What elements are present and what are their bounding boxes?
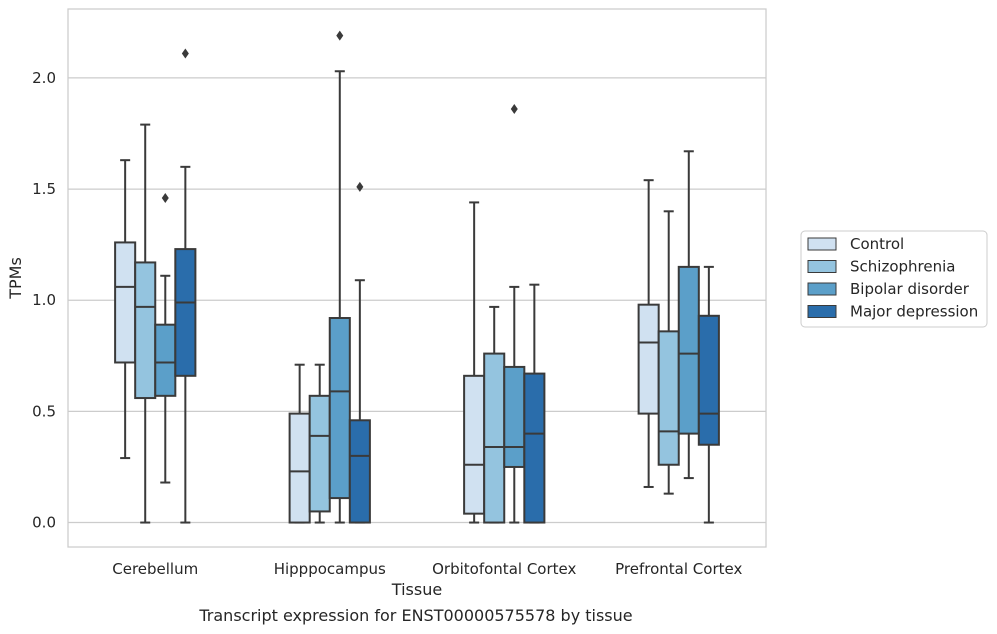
outlier-point	[356, 181, 364, 192]
box-iqr	[503, 365, 526, 468]
box-iqr	[697, 314, 720, 446]
box-iqr	[677, 265, 700, 435]
box-groups	[114, 30, 720, 524]
outlier-point	[181, 48, 189, 59]
y-tick-label: 0.0	[32, 514, 56, 532]
x-axis-ticks: Cerebellum Hipppocampus Orbitofontal Corte…	[112, 560, 742, 578]
box-iqr	[114, 241, 137, 364]
box-iqr	[637, 303, 660, 415]
legend-label: Major depression	[850, 303, 978, 321]
legend-label: Bipolar disorder	[850, 280, 970, 298]
box-bipolar-disorder	[328, 30, 351, 524]
box-iqr	[657, 330, 680, 466]
legend-label: Control	[850, 235, 904, 253]
box-control	[114, 159, 137, 460]
outlier-point	[336, 30, 344, 41]
box-iqr	[288, 412, 311, 524]
x-tick-label: Orbitofontal Cortex	[432, 560, 576, 578]
box-schizophrenia	[483, 305, 506, 524]
figure-caption: Transcript expression for ENST0000057557…	[199, 606, 633, 625]
outlier-point	[161, 192, 169, 203]
box-control	[637, 179, 660, 488]
y-tick-label: 0.5	[32, 402, 56, 420]
box-bipolar-disorder	[677, 150, 700, 480]
y-axis-ticks: 0.0 0.5 1.0 1.5 2.0	[32, 69, 56, 532]
box-iqr	[134, 261, 157, 400]
x-tick-label: Prefrontal Cortex	[615, 560, 742, 578]
box-iqr	[308, 394, 331, 513]
box-schizophrenia	[308, 363, 331, 524]
legend-swatch	[807, 282, 837, 296]
legend-swatch	[807, 237, 837, 251]
box-iqr	[348, 419, 371, 524]
outlier-point	[510, 104, 518, 115]
plot-frame	[67, 8, 767, 548]
legend-frame	[800, 230, 988, 328]
box-major-depression	[523, 283, 546, 524]
box-bipolar-disorder	[503, 104, 526, 524]
y-tick-label: 2.0	[32, 69, 56, 87]
box-iqr	[523, 372, 546, 524]
box-iqr	[463, 374, 486, 515]
box-major-depression	[697, 265, 720, 524]
x-tick-label: Hipppocampus	[274, 560, 386, 578]
legend-label: Schizophrenia	[850, 258, 955, 276]
y-tick-label: 1.5	[32, 180, 56, 198]
legend: Control Schizophrenia Bipolar disorder Majo…	[800, 230, 988, 328]
box-iqr	[483, 352, 506, 524]
x-tick-label: Cerebellum	[112, 560, 198, 578]
legend-swatch	[807, 260, 837, 273]
box-iqr	[328, 317, 351, 500]
box-iqr	[154, 323, 177, 397]
box-iqr	[174, 248, 197, 377]
box-schizophrenia	[657, 210, 680, 495]
y-axis-label: TPMs	[6, 257, 25, 300]
box-schizophrenia	[134, 123, 157, 524]
box-control	[463, 201, 486, 524]
box-control	[288, 363, 311, 524]
box-major-depression	[174, 48, 197, 524]
box-major-depression	[348, 181, 371, 524]
box-bipolar-disorder	[154, 192, 177, 484]
y-tick-label: 1.0	[32, 291, 56, 309]
legend-swatch	[807, 305, 837, 318]
x-axis-label: Tissue	[391, 580, 442, 599]
